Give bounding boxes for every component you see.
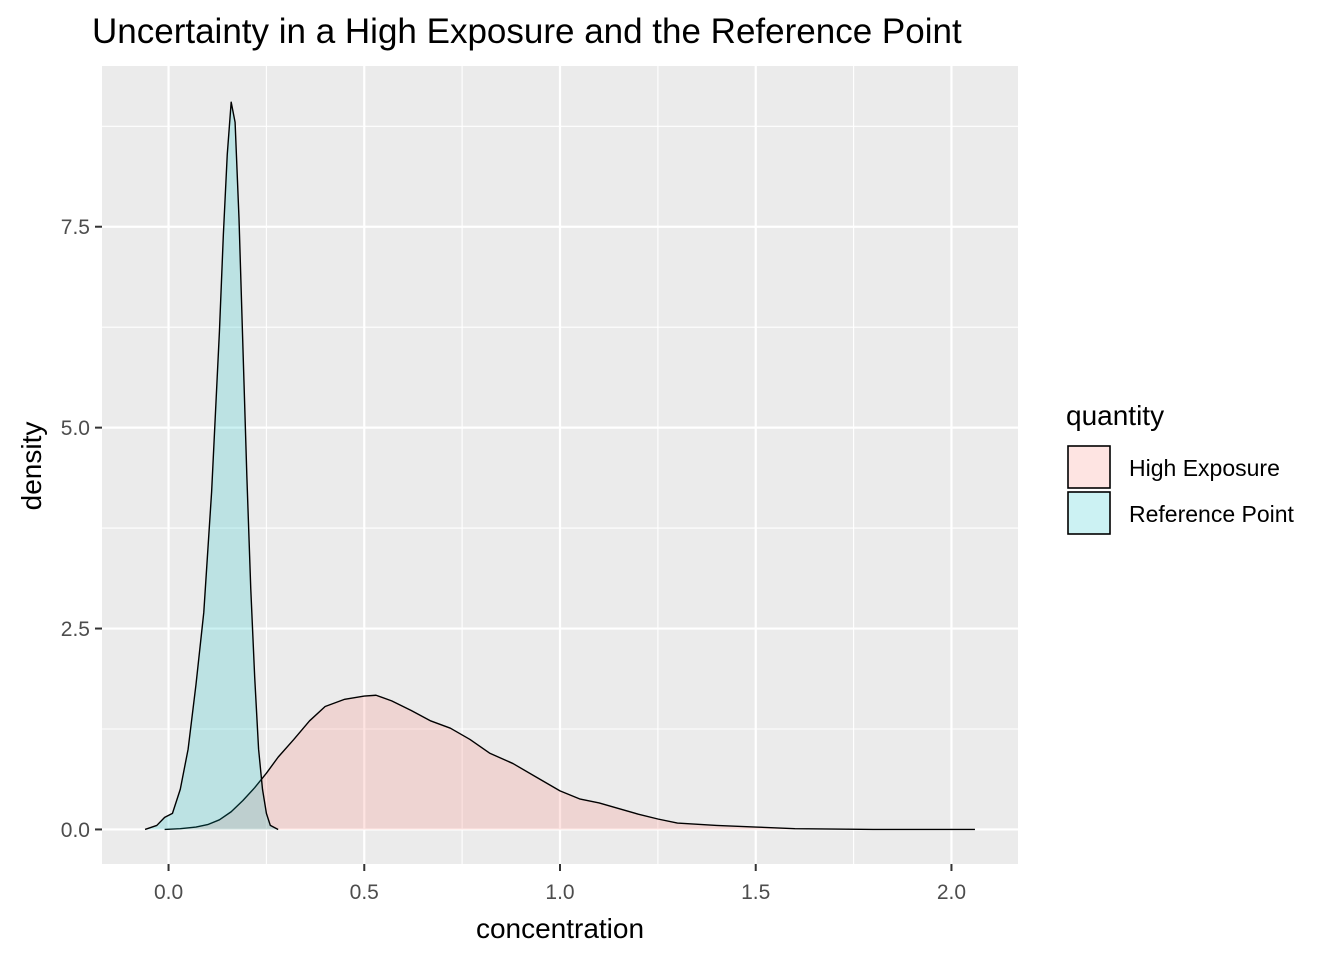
legend-label-high-exposure: High Exposure xyxy=(1129,455,1280,481)
y-tick-label: 2.5 xyxy=(61,618,90,641)
y-axis-title: density xyxy=(16,422,47,511)
y-tick-label: 5.0 xyxy=(61,417,90,440)
legend-key-reference-point xyxy=(1067,491,1111,535)
legend-key-high-exposure xyxy=(1067,445,1111,489)
y-tick-label: 0.0 xyxy=(61,819,90,842)
x-tick-label: 2.0 xyxy=(937,881,966,904)
density-outline-reference-point xyxy=(144,101,279,831)
x-tick-label: 0.5 xyxy=(350,881,379,904)
density-area-high-exposure xyxy=(164,695,975,830)
x-axis-title: concentration xyxy=(476,913,644,944)
y-tick-label: 7.5 xyxy=(61,216,90,239)
density-area-reference-point xyxy=(145,102,279,830)
legend-label-reference-point: Reference Point xyxy=(1129,501,1295,527)
chart-title: Uncertainty in a High Exposure and the R… xyxy=(92,12,962,51)
density-areas xyxy=(144,101,975,831)
x-tick-label: 1.0 xyxy=(545,881,574,904)
legend: quantity High Exposure Reference Point xyxy=(1066,400,1295,535)
legend-entries: High Exposure Reference Point xyxy=(1067,445,1295,535)
x-axis: 0.0 0.5 1.0 1.5 2.0 xyxy=(154,864,966,904)
y-axis: 0.0 2.5 5.0 7.5 xyxy=(61,216,102,842)
x-tick-label: 0.0 xyxy=(154,881,183,904)
density-outline-high-exposure xyxy=(164,694,975,831)
legend-key-bg-high-exposure xyxy=(1068,446,1110,488)
legend-title: quantity xyxy=(1066,400,1164,431)
major-gridlines xyxy=(102,66,1018,864)
x-tick-label: 1.5 xyxy=(741,881,770,904)
legend-key-bg-reference-point xyxy=(1068,492,1110,534)
